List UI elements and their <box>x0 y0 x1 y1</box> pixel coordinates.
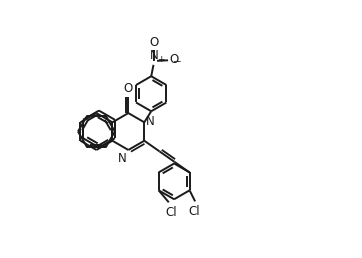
Text: Cl: Cl <box>189 205 201 218</box>
Text: N: N <box>150 49 158 62</box>
Text: O: O <box>170 53 179 66</box>
Text: −: − <box>173 57 182 67</box>
Text: Cl: Cl <box>165 206 177 219</box>
Text: O: O <box>124 82 133 95</box>
Text: N: N <box>146 115 155 128</box>
Text: N: N <box>118 152 126 165</box>
Text: O: O <box>150 36 159 49</box>
Text: +: + <box>157 55 165 64</box>
